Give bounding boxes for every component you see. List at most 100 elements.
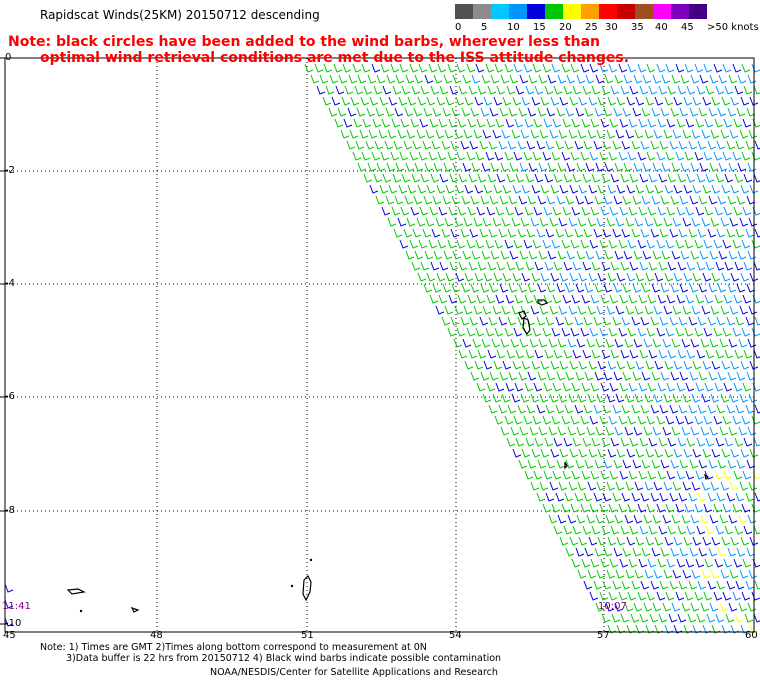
wind-barb (588, 184, 598, 194)
wind-barb (562, 294, 572, 304)
wind-barb (476, 118, 486, 128)
wind-barb (650, 228, 660, 238)
wind-barb (739, 481, 749, 491)
wind-barb (720, 305, 730, 315)
wind-barb (542, 151, 552, 161)
wind-barb (629, 437, 639, 447)
wind-barb (667, 525, 677, 535)
wind-barb (577, 305, 587, 315)
wind-barb (666, 294, 676, 304)
wind-barb (679, 107, 689, 117)
wind-barb (553, 261, 563, 271)
wind-barb (738, 514, 748, 524)
wind-barb (703, 327, 713, 337)
wind-barb (746, 547, 756, 557)
wind-barb (588, 448, 598, 458)
wind-barb (683, 448, 693, 458)
wind-barb (582, 349, 592, 359)
wind-barb (388, 184, 398, 194)
wind-barb (669, 140, 679, 150)
wind-barb (475, 327, 485, 337)
wind-barb (717, 459, 727, 469)
wind-barb (557, 338, 567, 348)
wind-barb (689, 195, 699, 205)
wind-barb (640, 316, 650, 326)
wind-barb (643, 426, 653, 436)
wind-barb (595, 162, 605, 172)
wind-barb (521, 272, 531, 282)
wind-barb (733, 382, 743, 392)
wind-barb (739, 217, 749, 227)
wind-barb (591, 173, 601, 183)
wind-barb (537, 371, 547, 381)
wind-barb (641, 107, 651, 117)
wind-barb (398, 96, 408, 106)
wind-barb (648, 349, 658, 359)
wind-barb (496, 261, 506, 271)
wind-barb (369, 184, 379, 194)
wind-barb (683, 536, 693, 546)
wind-barb (521, 360, 531, 370)
wind-barb (711, 448, 721, 458)
wind-barb (634, 305, 644, 315)
wind-barb (594, 459, 604, 469)
legend-label: 30 (605, 22, 618, 33)
wind-barb (528, 74, 538, 84)
wind-barb (385, 107, 395, 117)
wind-barb (603, 107, 613, 117)
wind-barb (720, 217, 730, 227)
wind-barb (475, 151, 485, 161)
wind-barb (749, 360, 759, 370)
wind-barb (631, 228, 641, 238)
wind-barb (741, 591, 751, 601)
wind-barb (612, 492, 622, 502)
wind-barb (743, 261, 753, 271)
wind-barb (376, 74, 386, 84)
wind-barb (621, 228, 631, 238)
wind-barb (480, 371, 490, 381)
wind-barb (594, 283, 604, 293)
wind-barb (528, 162, 538, 172)
wind-barb (444, 129, 454, 139)
wind-barb (610, 437, 620, 447)
wind-barb (701, 569, 711, 579)
wind-barb (519, 426, 529, 436)
wind-barb (603, 547, 613, 557)
wind-barb (523, 63, 533, 73)
wind-barb (695, 294, 705, 304)
wind-barb (635, 360, 645, 370)
wind-barb (606, 217, 616, 227)
wind-barb (749, 536, 759, 546)
wind-barb (650, 316, 660, 326)
wind-barb (344, 85, 354, 95)
wind-barb (489, 107, 499, 117)
wind-barb (741, 503, 751, 513)
wind-barb (622, 107, 632, 117)
lat-label: -8 (5, 505, 15, 516)
wind-barb (533, 206, 543, 216)
wind-barb (448, 206, 458, 216)
wind-barb (533, 294, 543, 304)
wind-barb (492, 217, 502, 227)
wind-barb (334, 118, 344, 128)
wind-barb (412, 228, 422, 238)
wind-barb (607, 184, 617, 194)
wind-barb (754, 492, 760, 502)
wind-barb (675, 327, 685, 337)
wind-barb (461, 107, 471, 117)
wind-barb (711, 272, 721, 282)
wind-barb (656, 151, 666, 161)
wind-barb (549, 217, 559, 227)
wind-barb (498, 404, 508, 414)
wind-barb (633, 74, 643, 84)
wind-barb (743, 437, 753, 447)
wind-barb (672, 217, 682, 227)
wind-barb (642, 74, 652, 84)
wind-barb (620, 261, 630, 271)
wind-barb (589, 63, 599, 73)
wind-barb (669, 580, 679, 590)
wind-barb (575, 371, 585, 381)
wind-barb (403, 228, 413, 238)
wind-barb (492, 305, 502, 315)
wind-barb (553, 85, 563, 95)
